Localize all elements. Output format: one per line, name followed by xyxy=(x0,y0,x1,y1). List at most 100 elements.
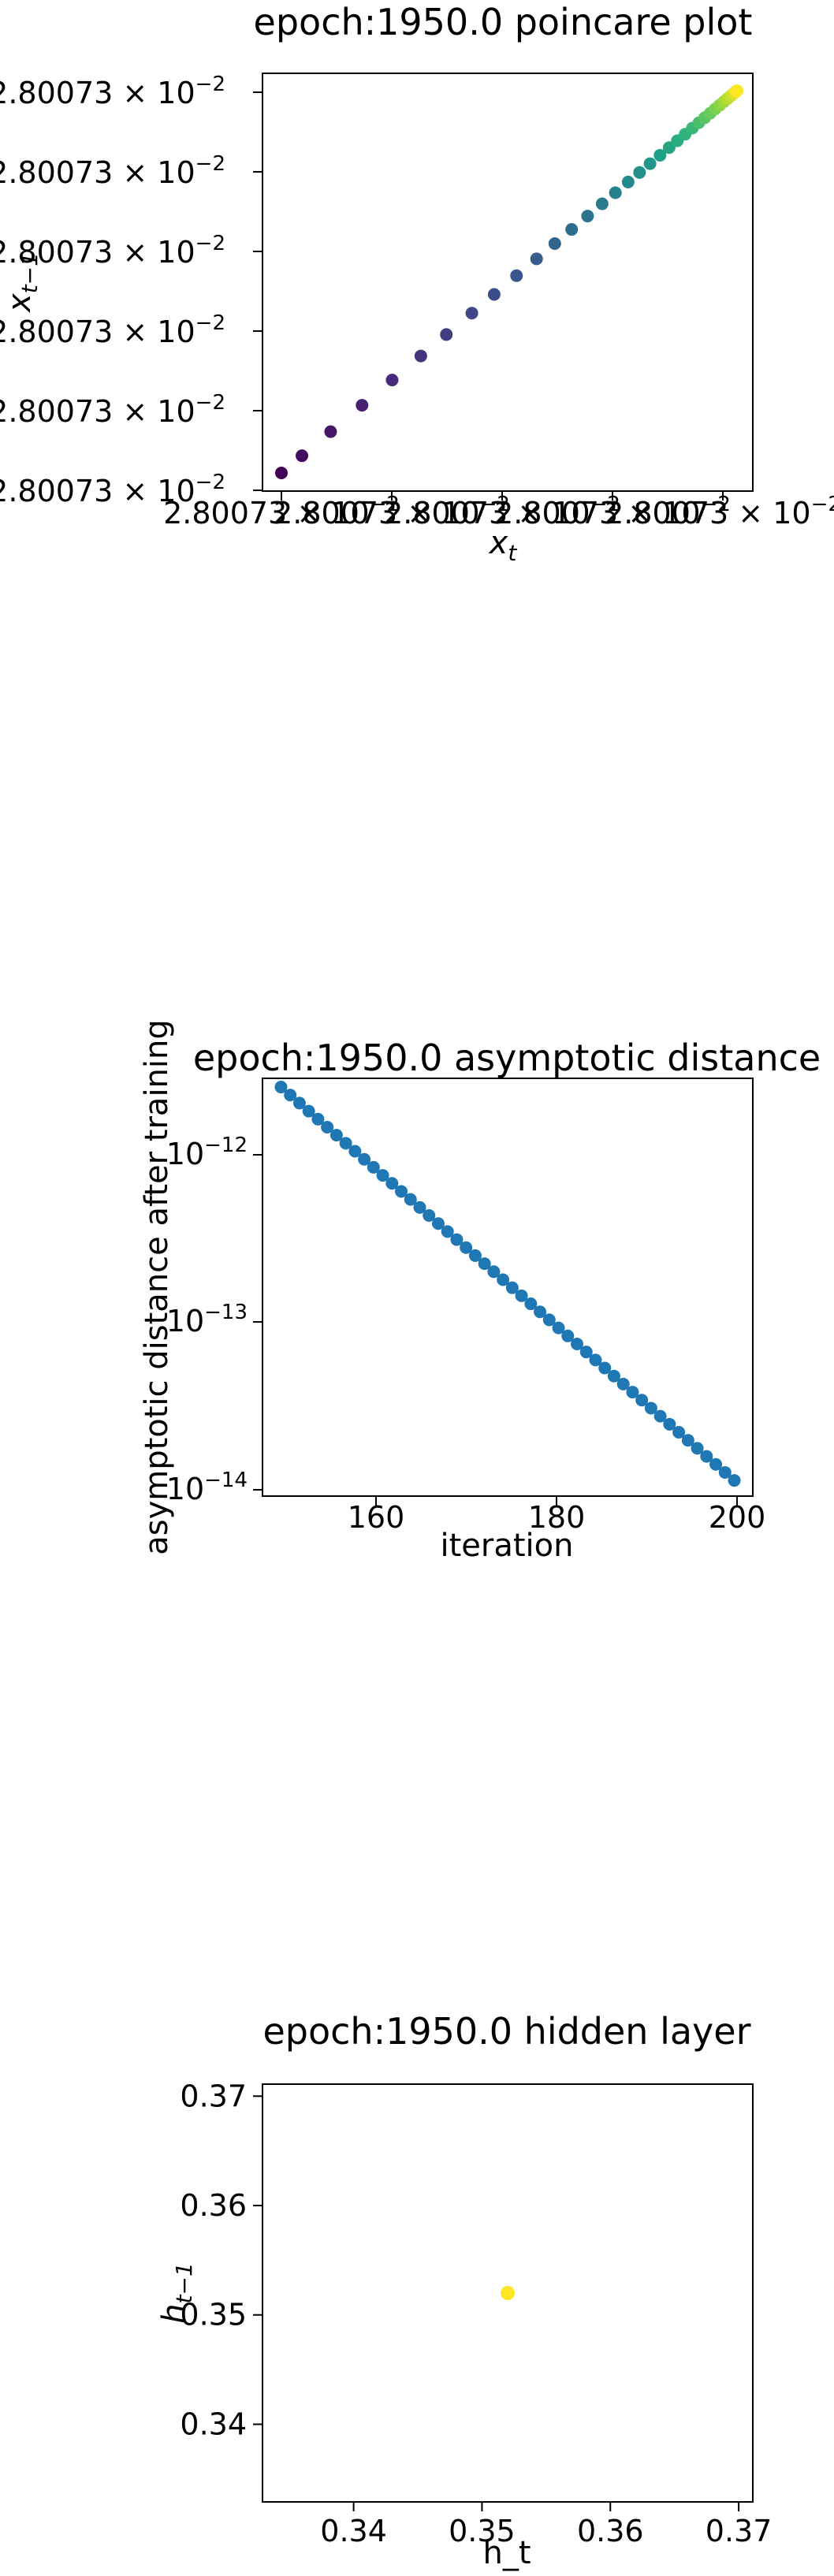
hidden-axes: 0.34 0.35 0.36 0.37 0.34 0.35 0.36 0.37 xyxy=(180,2079,772,2548)
asymptotic-point xyxy=(644,1402,657,1415)
asymptotic-point xyxy=(728,1474,741,1487)
poincare-point xyxy=(440,328,453,341)
poincare-title: epoch:1950.0 poincare plot xyxy=(254,1,753,43)
poincare-point xyxy=(356,399,369,412)
asymptotic-point xyxy=(635,1394,649,1407)
poincare-point xyxy=(385,374,399,387)
hidden-ytick-label: 0.36 xyxy=(180,2188,247,2223)
asymptotic-point xyxy=(552,1321,565,1335)
asymptotic-point xyxy=(542,1313,556,1327)
poincare-chart: epoch:1950.0 poincare plot 2.80073 × 10−… xyxy=(0,1,834,566)
asymptotic-point xyxy=(709,1457,723,1471)
asymptotic-point xyxy=(515,1289,528,1302)
hidden-xtick-label: 0.35 xyxy=(449,2514,516,2548)
asymptotic-point xyxy=(404,1193,417,1206)
asymptotic-point xyxy=(691,1442,704,1455)
poincare-ytick-label: 2.80073 × 10−2 xyxy=(0,311,225,349)
asymptotic-point xyxy=(700,1450,713,1463)
hidden-chart: epoch:1950.0 hidden layer 0.34 0.35 0.36 0.… xyxy=(156,2010,772,2571)
poincare-xlabel: xt xyxy=(488,525,518,566)
poincare-ytick-label: 2.80073 × 10−2 xyxy=(0,232,225,270)
asymptotic-point xyxy=(598,1361,612,1375)
hidden-ytick-label: 0.37 xyxy=(180,2079,247,2113)
poincare-xtick-label: 2.80073 × 10−2 xyxy=(274,493,510,530)
poincare-ytick-label: 2.80073 × 10−2 xyxy=(0,391,225,429)
asymptotic-ytick-label: 10−14 xyxy=(166,1469,248,1506)
poincare-xtick-label: 2.80073 × 10−2 xyxy=(605,493,834,530)
hidden-point xyxy=(501,2286,515,2300)
hidden-xtick-label: 0.37 xyxy=(706,2514,773,2548)
poincare-point xyxy=(510,269,523,282)
poincare-yticks: 2.80073 × 10−2 2.80073 × 10−2 2.80073 × … xyxy=(0,73,262,508)
asymptotic-yticks: 10−12 10−13 10−14 xyxy=(166,1134,262,1506)
poincare-point xyxy=(609,186,622,199)
asymptotic-point xyxy=(423,1209,436,1223)
hidden-ylabel: ht−1 xyxy=(156,2262,197,2324)
asymptotic-point xyxy=(497,1273,510,1286)
poincare-ytick-label: 2.80073 × 10−2 xyxy=(0,73,225,110)
asymptotic-point xyxy=(348,1145,362,1158)
poincare-point xyxy=(296,449,309,463)
asymptotic-point xyxy=(487,1265,501,1279)
asymptotic-point xyxy=(653,1409,667,1423)
poincare-xticks: 2.80073 × 10−2 2.80073 × 10−2 2.80073 × … xyxy=(163,491,834,530)
asymptotic-point xyxy=(395,1185,408,1198)
asymptotic-xlabel: iteration xyxy=(441,1528,574,1564)
poincare-point xyxy=(581,210,594,223)
hidden-title: epoch:1950.0 hidden layer xyxy=(263,2010,751,2053)
asymptotic-point xyxy=(450,1233,464,1246)
asymptotic-point xyxy=(441,1225,454,1238)
asymptotic-point xyxy=(626,1386,639,1399)
asymptotic-point xyxy=(468,1249,482,1262)
asymptotic-point xyxy=(376,1169,389,1182)
poincare-point xyxy=(465,307,478,320)
asymptotic-point xyxy=(534,1305,547,1319)
asymptotic-point xyxy=(571,1337,584,1350)
asymptotic-point xyxy=(579,1346,593,1359)
asymptotic-point xyxy=(302,1104,315,1118)
asymptotic-point xyxy=(413,1201,426,1214)
asymptotic-point xyxy=(672,1426,686,1439)
asymptotic-point xyxy=(663,1417,676,1431)
poincare-point xyxy=(548,237,561,250)
poincare-xtick-label: 2.80073 × 10−2 xyxy=(494,493,731,530)
poincare-point xyxy=(565,223,579,236)
asymptotic-point xyxy=(561,1329,575,1342)
asymptotic-point xyxy=(321,1120,334,1134)
asymptotic-xtick-label: 200 xyxy=(709,1500,766,1535)
poincare-point xyxy=(653,148,667,162)
poincare-point xyxy=(275,467,288,479)
poincare-xtick-label: 2.80073 × 10−2 xyxy=(163,493,400,530)
asymptotic-point xyxy=(460,1241,473,1254)
asymptotic-xtick-label: 160 xyxy=(348,1500,405,1535)
asymptotic-point xyxy=(385,1177,399,1190)
poincare-point xyxy=(731,84,743,97)
asymptotic-point xyxy=(524,1297,538,1311)
asymptotic-point xyxy=(616,1377,630,1390)
asymptotic-point xyxy=(589,1353,602,1367)
asymptotic-ytick-label: 10−12 xyxy=(166,1134,248,1171)
poincare-point xyxy=(643,157,657,170)
poincare-point xyxy=(530,252,543,266)
poincare-point xyxy=(633,166,646,179)
asymptotic-ytick-label: 10−13 xyxy=(166,1301,248,1338)
asymptotic-xtick-label: 180 xyxy=(528,1500,586,1535)
asymptotic-point xyxy=(358,1152,371,1166)
asymptotic-chart: epoch:1950.0 asymptotic distance 10−12 1… xyxy=(139,1019,821,1564)
poincare-point xyxy=(487,288,501,301)
hidden-xtick-label: 0.36 xyxy=(577,2514,644,2548)
hidden-ytick-label: 0.35 xyxy=(180,2298,247,2332)
poincare-ytick-label: 2.80073 × 10−2 xyxy=(0,471,225,508)
asymptotic-point xyxy=(339,1137,352,1150)
poincare-point xyxy=(324,425,337,438)
asymptotic-xticks: 160 180 200 xyxy=(348,1496,766,1535)
hidden-xlabel: h_t xyxy=(482,2535,531,2571)
asymptotic-point xyxy=(292,1096,306,1110)
hidden-xtick-label: 0.34 xyxy=(320,2514,387,2548)
asymptotic-title: epoch:1950.0 asymptotic distance xyxy=(193,1037,821,1079)
poincare-ylabel: xt−1 xyxy=(2,252,43,314)
asymptotic-point xyxy=(478,1257,491,1271)
asymptotic-point xyxy=(311,1112,325,1126)
poincare-point xyxy=(414,349,427,363)
